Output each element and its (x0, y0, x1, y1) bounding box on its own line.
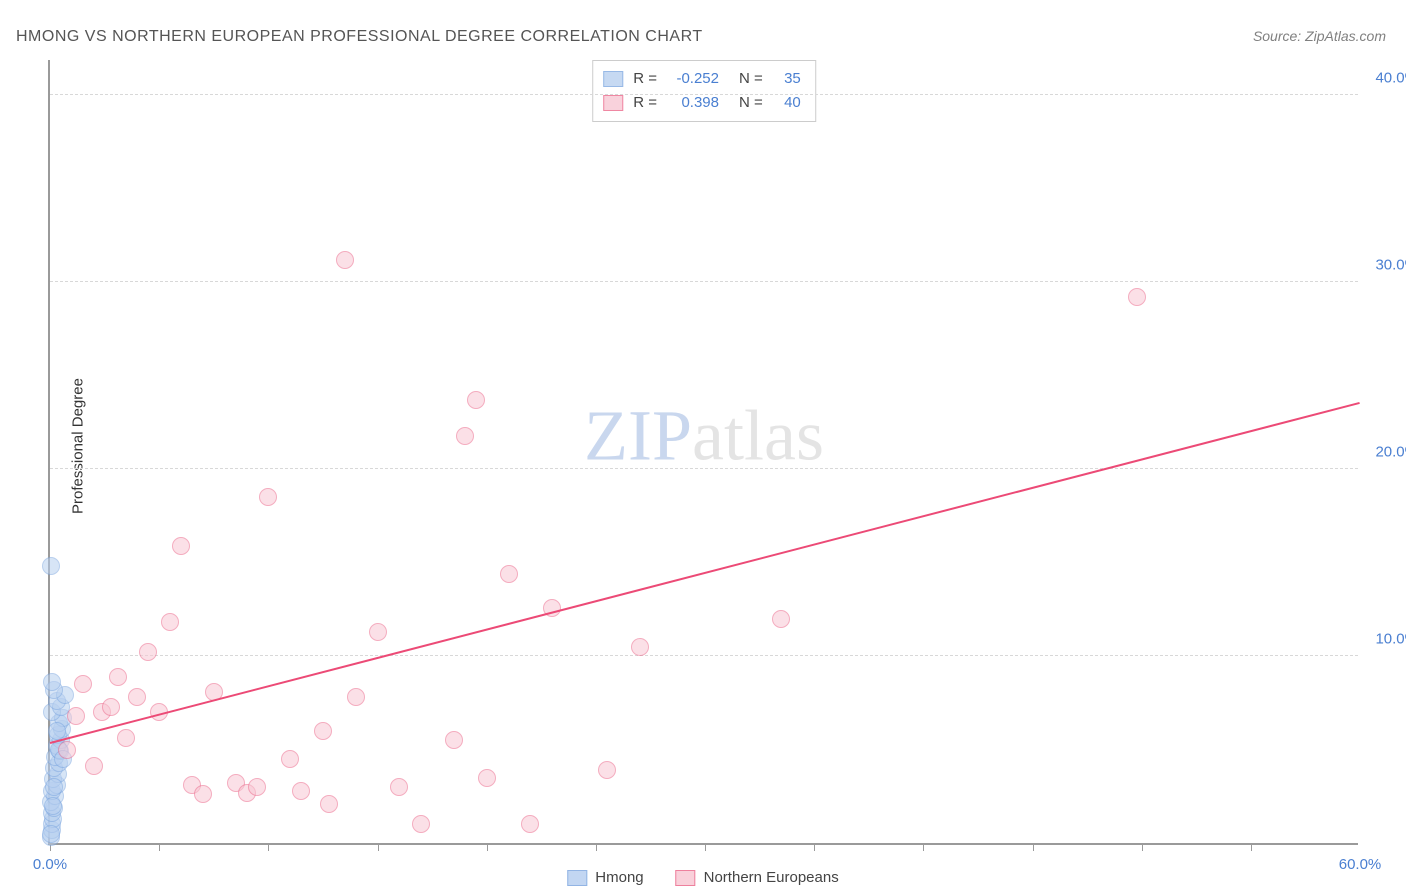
scatter-point (161, 613, 179, 631)
scatter-point (44, 797, 62, 815)
scatter-point (598, 761, 616, 779)
x-tick (923, 843, 924, 851)
scatter-point (117, 729, 135, 747)
plot-area: ZIPatlas R =-0.252N =35R =0.398N =40 10.… (48, 60, 1358, 845)
y-tick-label: 40.0% (1375, 70, 1406, 87)
x-tick (596, 843, 597, 851)
chart-title: HMONG VS NORTHERN EUROPEAN PROFESSIONAL … (16, 28, 703, 46)
scatter-point (445, 731, 463, 749)
scatter-point (500, 565, 518, 583)
scatter-point (139, 643, 157, 661)
r-label: R = (633, 67, 657, 91)
legend-swatch (676, 870, 696, 886)
scatter-point (390, 778, 408, 796)
x-tick (705, 843, 706, 851)
scatter-point (292, 782, 310, 800)
scatter-point (74, 675, 92, 693)
y-tick-label: 20.0% (1375, 444, 1406, 461)
watermark-zip: ZIP (584, 395, 692, 475)
legend-label: Hmong (595, 869, 643, 886)
scatter-point (42, 825, 60, 843)
scatter-point (467, 391, 485, 409)
x-tick-label: 60.0% (1339, 856, 1382, 873)
scatter-point (281, 750, 299, 768)
scatter-point (48, 722, 66, 740)
scatter-point (478, 769, 496, 787)
scatter-point (772, 610, 790, 628)
x-tick (1251, 843, 1252, 851)
watermark-atlas: atlas (692, 395, 824, 475)
x-tick (1142, 843, 1143, 851)
scatter-point (194, 785, 212, 803)
legend-swatch (603, 71, 623, 87)
scatter-point (631, 638, 649, 656)
n-label: N = (739, 67, 763, 91)
source-attribution: Source: ZipAtlas.com (1253, 28, 1386, 44)
scatter-point (172, 537, 190, 555)
scatter-point (314, 722, 332, 740)
watermark: ZIPatlas (584, 394, 824, 477)
scatter-point (347, 688, 365, 706)
x-tick (1033, 843, 1034, 851)
scatter-point (259, 488, 277, 506)
scatter-point (102, 698, 120, 716)
x-tick (487, 843, 488, 851)
stats-legend: R =-0.252N =35R =0.398N =40 (592, 60, 816, 122)
scatter-point (43, 673, 61, 691)
x-tick-label: 0.0% (33, 856, 67, 873)
scatter-point (42, 557, 60, 575)
scatter-point (128, 688, 146, 706)
scatter-point (67, 707, 85, 725)
gridline-h (50, 94, 1358, 95)
x-tick (378, 843, 379, 851)
n-value: 35 (773, 67, 801, 91)
gridline-h (50, 468, 1358, 469)
scatter-point (109, 668, 127, 686)
scatter-point (521, 815, 539, 833)
x-tick (159, 843, 160, 851)
r-value: -0.252 (667, 67, 719, 91)
y-tick-label: 10.0% (1375, 631, 1406, 648)
gridline-h (50, 655, 1358, 656)
x-tick (814, 843, 815, 851)
legend-swatch (603, 95, 623, 111)
legend-item: Hmong (567, 869, 643, 886)
x-tick (268, 843, 269, 851)
scatter-point (58, 741, 76, 759)
scatter-point (369, 623, 387, 641)
scatter-point (85, 757, 103, 775)
scatter-point (320, 795, 338, 813)
scatter-point (1128, 288, 1146, 306)
legend-item: Northern Europeans (676, 869, 839, 886)
stats-legend-row: R = -0.252 N = 35 (603, 67, 801, 91)
scatter-point (45, 778, 63, 796)
bottom-legend: Hmong Northern Europeans (567, 869, 838, 886)
gridline-h (50, 281, 1358, 282)
legend-swatch (567, 870, 587, 886)
scatter-point (248, 778, 266, 796)
y-tick-label: 30.0% (1375, 257, 1406, 274)
legend-label: Northern Europeans (704, 869, 839, 886)
scatter-point (336, 251, 354, 269)
scatter-point (412, 815, 430, 833)
scatter-point (456, 427, 474, 445)
trend-line (50, 402, 1360, 744)
